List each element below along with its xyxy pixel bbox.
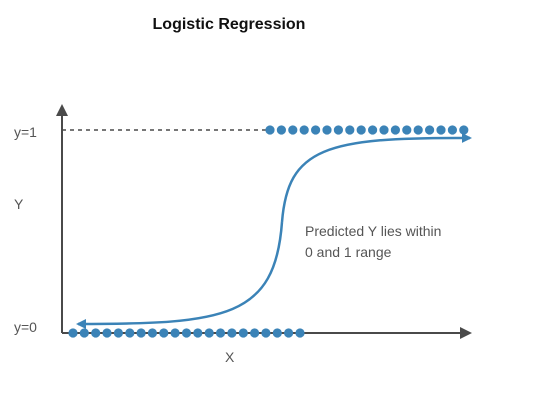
annotation-text: Predicted Y lies within 0 and 1 range [305,221,505,263]
diagram-title: Logistic Regression [152,16,306,33]
data-point [91,328,101,338]
sigmoid-curve [280,132,472,223]
data-point [356,125,366,135]
data-point [295,328,305,338]
data-point [311,125,321,135]
sigmoid-curve-lower [76,221,284,329]
data-point [136,328,146,338]
data-point [459,125,469,135]
x-axis-label: X [225,349,235,365]
data-point [125,328,135,338]
y1-data-points [265,125,469,135]
data-point [68,328,78,338]
annotation-line-2: 0 and 1 range [305,244,392,260]
data-point [193,328,203,338]
data-point [284,328,294,338]
data-point [159,328,169,338]
y1-label: y=1 [14,124,37,140]
data-point [147,328,157,338]
data-point [272,328,282,338]
data-point [204,328,214,338]
y-axis-label: Y [14,196,24,212]
y0-data-points [68,328,305,338]
data-point [102,328,112,338]
annotation-line-1: Predicted Y lies within [305,223,442,239]
data-point [238,328,248,338]
data-point [250,328,260,338]
data-point [288,125,298,135]
data-point [265,125,275,135]
data-point [333,125,343,135]
data-point [368,125,378,135]
data-point [413,125,423,135]
data-point [170,328,180,338]
data-point [299,125,309,135]
data-point [322,125,332,135]
data-point [276,125,286,135]
data-point [447,125,457,135]
data-point [436,125,446,135]
data-point [181,328,192,338]
data-point [215,328,226,338]
data-point [379,125,389,135]
data-point [402,125,412,135]
data-point [345,125,355,135]
data-point [227,328,237,338]
data-point [261,328,271,338]
data-point [390,125,400,135]
data-point [425,125,435,135]
data-point [79,328,89,338]
y0-label: y=0 [14,319,37,335]
data-point [113,328,123,338]
